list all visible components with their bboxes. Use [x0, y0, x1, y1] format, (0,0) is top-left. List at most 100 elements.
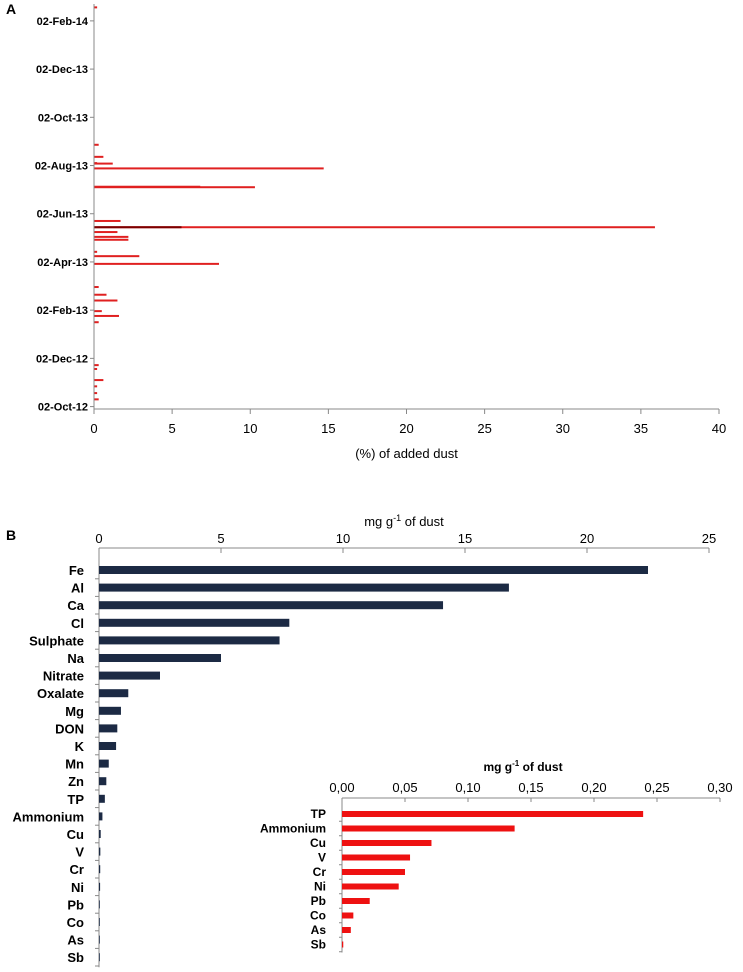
bar-a-2	[94, 155, 104, 158]
category-label-b: TP	[67, 792, 84, 807]
bar-a-9	[94, 226, 655, 229]
bar-b-16	[99, 847, 101, 856]
bar-inset-2	[342, 840, 432, 846]
category-label-inset: Pb	[311, 894, 326, 908]
bar-b-20	[99, 918, 100, 926]
category-label-b: Pb	[67, 897, 84, 912]
bar-a-16	[94, 286, 99, 289]
category-label-b: Oxalate	[37, 686, 84, 701]
x-tick-label-b: 10	[336, 531, 350, 546]
bar-b-22	[99, 953, 100, 962]
bar-b-2	[99, 601, 444, 610]
bar-b-18	[99, 882, 101, 891]
x-tick-label-a: 25	[477, 421, 491, 436]
bar-inset-3	[342, 854, 411, 861]
chart-a: 02-Feb-14 02-Dec-13 02-Oct-13 02-Aug-13 02-J…	[35, 4, 726, 461]
x-tick-label-inset: 0,30	[707, 780, 732, 795]
bar-a-20	[94, 314, 119, 317]
bar-b-14	[99, 812, 103, 821]
y-tick-label-a: 02-Aug-13	[35, 161, 88, 173]
bar-a-14	[94, 255, 140, 258]
x-tick-label-a: 20	[399, 421, 413, 436]
category-label-b: Ni	[71, 880, 84, 895]
x-tick-label-a: 30	[556, 421, 570, 436]
bar-b-3	[99, 618, 290, 627]
x-tick-label-a: 35	[634, 421, 648, 436]
x-tick-label-inset: 0,05	[392, 780, 417, 795]
bar-a-23	[94, 367, 98, 370]
y-tick-label-a: 02-Feb-14	[37, 16, 89, 28]
x-tick-label-inset: 0,20	[581, 780, 606, 795]
bar-b-7	[99, 689, 129, 698]
axis-title-b-suffix: of dust	[401, 514, 444, 529]
category-label-b: Fe	[69, 563, 84, 578]
bar-a-25	[94, 385, 98, 388]
bar-inset-5	[342, 883, 399, 890]
y-tick-label-a: 02-Oct-13	[38, 112, 88, 124]
bar-b-13	[99, 794, 105, 803]
bar-a-10	[94, 231, 118, 234]
x-tick-label-b: 15	[458, 531, 472, 546]
bar-a-13	[94, 250, 98, 253]
bar-a-26	[94, 392, 98, 395]
category-label-inset: Cr	[313, 865, 327, 879]
bar-a-5	[94, 167, 324, 170]
bar-a-18	[94, 299, 118, 302]
category-label-b: Cr	[70, 862, 84, 877]
bar-inset-9	[342, 941, 344, 948]
bar-b-6	[99, 671, 160, 680]
bar-a-0	[94, 6, 98, 9]
category-label-inset: TP	[311, 807, 326, 821]
panel-b-label: B	[6, 527, 16, 543]
category-label-b: Sulphate	[29, 633, 84, 648]
bar-a-1	[94, 143, 99, 146]
bar-b-5	[99, 654, 221, 662]
category-label-b: Sb	[67, 950, 84, 965]
category-label-b: Zn	[68, 774, 84, 789]
category-label-b: Nitrate	[43, 669, 84, 684]
bar-a-22	[94, 364, 99, 367]
x-tick-label-a: 5	[169, 421, 176, 436]
category-label-b: Na	[67, 651, 84, 666]
x-tick-label-a: 40	[712, 421, 726, 436]
category-label-b: Mn	[65, 757, 84, 772]
bar-inset-0	[342, 811, 644, 817]
bar-b-17	[99, 865, 101, 874]
x-tick-label-b: 5	[217, 531, 224, 546]
bar-b-9	[99, 724, 118, 733]
bar-b-10	[99, 742, 117, 750]
x-axis-title-a: (%) of added dust	[355, 446, 458, 461]
bar-a-7	[94, 186, 255, 189]
x-tick-label-inset: 0,15	[518, 780, 543, 795]
y-tick-label-a: 02-Dec-12	[36, 353, 88, 365]
x-tick-label-inset: 0,10	[455, 780, 480, 795]
bar-a-15	[94, 262, 219, 265]
category-label-b: Cu	[67, 827, 84, 842]
chart-b-inset: mg g-1 of dust 0,00 0,05 0,10 0,15 0,20 0,25 0,…	[260, 759, 733, 953]
category-label-inset: Sb	[311, 938, 326, 952]
bar-a-8	[94, 219, 121, 222]
y-tick-label-a: 02-Dec-13	[36, 64, 88, 76]
category-label-inset: V	[318, 851, 326, 865]
bar-b-0	[99, 566, 648, 574]
axis-title-inset-main: mg g	[483, 760, 512, 774]
bar-b-11	[99, 759, 109, 768]
category-label-b: DON	[55, 721, 84, 736]
x-tick-label-a: 10	[243, 421, 257, 436]
bar-inset-4	[342, 869, 405, 875]
bar-a-4	[94, 162, 113, 165]
bar-a-11	[94, 235, 129, 238]
bar-a-17	[94, 293, 107, 296]
category-label-inset: Cu	[310, 836, 326, 850]
category-label-b: Ammonium	[13, 809, 85, 824]
category-label-b: K	[75, 739, 85, 754]
x-tick-label-b: 0	[95, 531, 102, 546]
axis-title-b-main: mg g	[364, 514, 393, 529]
bar-b-12	[99, 777, 107, 786]
axis-title-inset-suffix: of dust	[519, 760, 562, 774]
bar-inset-7	[342, 912, 354, 919]
axis-title-inset-sup: -1	[512, 759, 520, 768]
x-tick-label-a: 0	[90, 421, 97, 436]
